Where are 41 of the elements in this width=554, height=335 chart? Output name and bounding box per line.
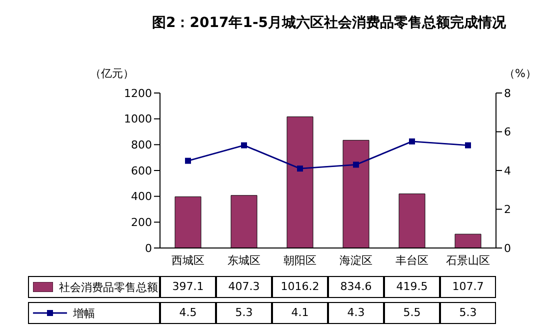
x-tick-label: 朝阳区 — [284, 254, 316, 267]
data-label: 419.5 — [384, 276, 440, 298]
chart-title: 图2：2017年1-5月城六区社会消费品零售总额完成情况 — [151, 14, 507, 33]
data-label: 107.7 — [440, 276, 496, 298]
point — [409, 138, 415, 144]
data-label: 4.3 — [328, 302, 384, 324]
y-tick-label: 400 — [131, 190, 152, 204]
data-label: 397.1 — [160, 276, 216, 298]
y2-tick-label: 6 — [504, 126, 511, 139]
point — [241, 142, 247, 148]
y-axis-title: （亿元） — [90, 66, 134, 81]
x-tick-label: 石景山区 — [446, 254, 490, 267]
point — [353, 162, 359, 168]
legend-label: 社会消费品零售总额 — [59, 280, 158, 294]
data-label: 4.1 — [272, 302, 328, 324]
data-label: 5.3 — [440, 302, 496, 324]
y2-tick-label: 0 — [504, 242, 511, 255]
y-tick-label: 1200 — [124, 86, 152, 100]
point — [297, 166, 303, 172]
y-tick-label: 0 — [145, 242, 152, 255]
y-tick-label: 600 — [131, 164, 152, 178]
x-tick-label: 丰台区 — [396, 254, 428, 267]
data-label: 4.5 — [160, 302, 216, 324]
data-label: 834.6 — [328, 276, 384, 298]
data-label: 1016.2 — [272, 276, 328, 298]
data-label: 5.3 — [216, 302, 272, 324]
x-tick-label: 西城区 — [172, 254, 204, 267]
x-tick-label: 东城区 — [228, 254, 260, 267]
legend-label: 增幅 — [73, 306, 95, 320]
y-tick-label: 200 — [131, 216, 152, 230]
x-tick-label: 海淀区 — [340, 254, 372, 267]
point — [465, 142, 471, 148]
y2-tick-label: 4 — [504, 164, 511, 178]
y2-axis-title: （%） — [504, 66, 536, 81]
y2-tick-label: 2 — [504, 203, 511, 216]
data-label: 407.3 — [216, 276, 272, 298]
y-tick-label: 1000 — [124, 112, 152, 126]
point — [185, 158, 191, 164]
y2-tick-label: 8 — [504, 86, 511, 100]
data-label: 5.5 — [384, 302, 440, 324]
y-tick-label: 800 — [131, 138, 152, 152]
